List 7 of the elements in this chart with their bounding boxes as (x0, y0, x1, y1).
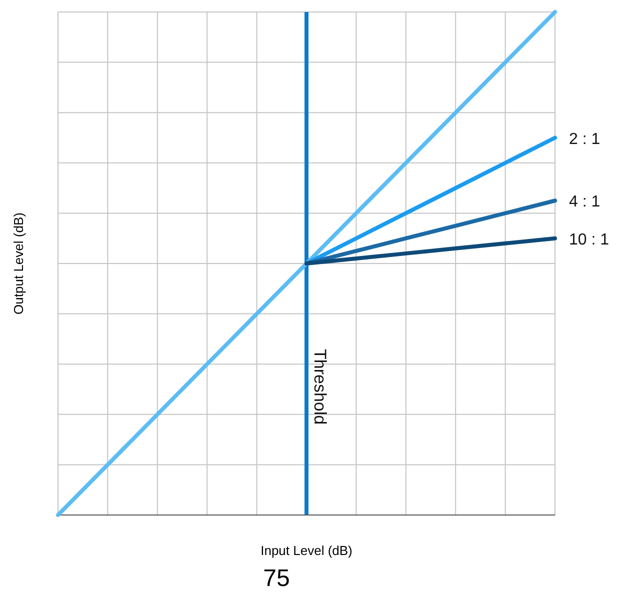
series-label: 2 : 1 (569, 130, 600, 148)
annotation: Threshold (310, 349, 330, 425)
series-label: 10 : 1 (569, 231, 610, 248)
y-axis-title: Output Level (dB) (11, 212, 26, 314)
series-label: 4 : 1 (569, 194, 600, 211)
x-axis-title: Input Level (dB) (260, 543, 352, 558)
text: 75 (263, 565, 290, 592)
